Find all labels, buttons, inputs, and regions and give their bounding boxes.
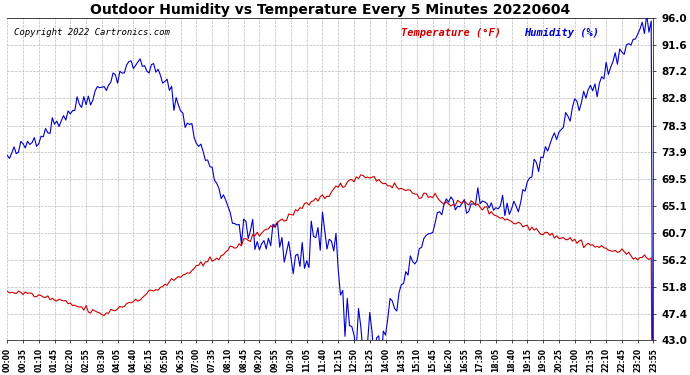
Text: Temperature (°F): Temperature (°F) [402, 28, 502, 38]
Text: Copyright 2022 Cartronics.com: Copyright 2022 Cartronics.com [14, 28, 170, 37]
Title: Outdoor Humidity vs Temperature Every 5 Minutes 20220604: Outdoor Humidity vs Temperature Every 5 … [90, 3, 571, 17]
Text: Humidity (%): Humidity (%) [524, 28, 599, 38]
